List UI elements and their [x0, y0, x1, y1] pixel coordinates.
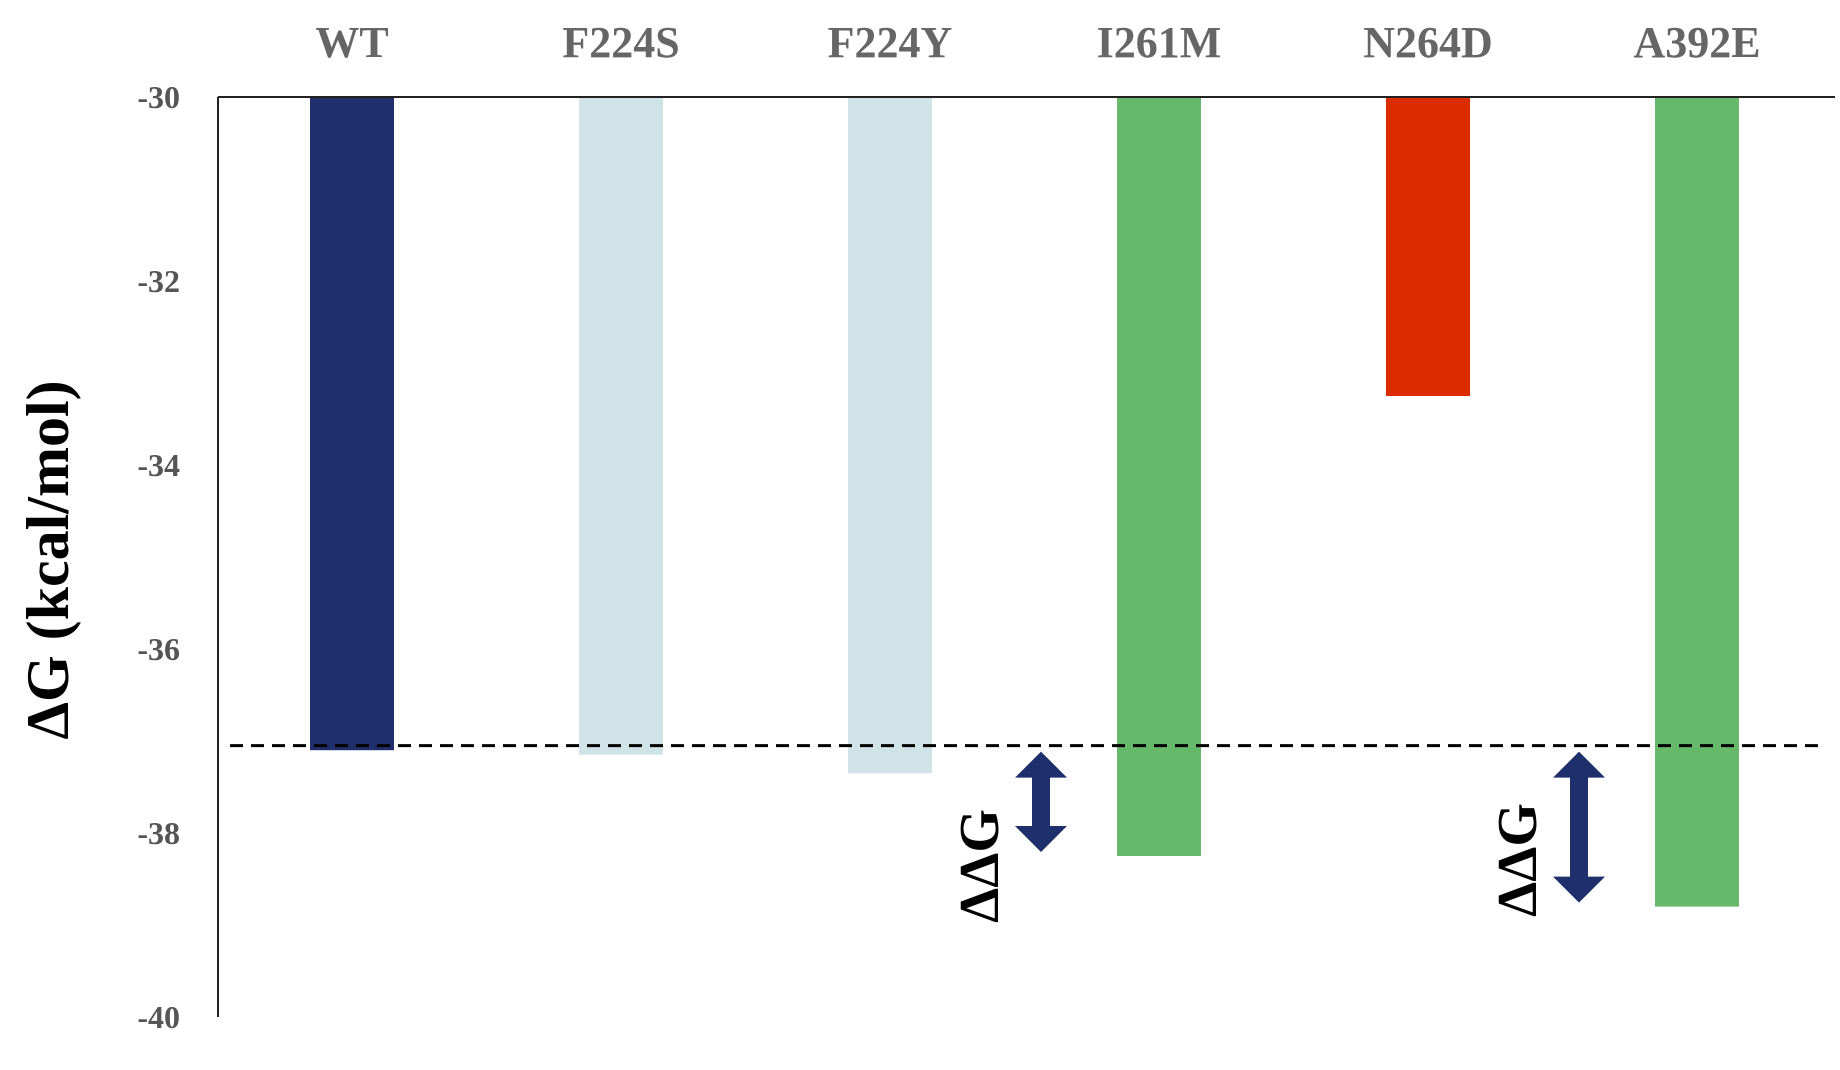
- y-tick-label: -40: [137, 999, 180, 1035]
- category-label-f224s: F224S: [562, 18, 679, 67]
- bar-i261m: [1117, 97, 1201, 856]
- y-tick-label: -36: [137, 631, 180, 667]
- category-label-n264d: N264D: [1363, 18, 1493, 67]
- bar-n264d: [1386, 97, 1470, 396]
- bar-f224y: [848, 97, 932, 774]
- bar-a392e: [1655, 97, 1739, 907]
- y-axis-title: ΔG (kcal/mol): [15, 380, 81, 739]
- y-tick-label: -38: [137, 815, 180, 851]
- category-label-i261m: I261M: [1097, 18, 1222, 67]
- ddg-arrow-icon: [1015, 751, 1067, 852]
- bar-f224s: [579, 97, 663, 755]
- category-label-a392e: A392E: [1633, 18, 1760, 67]
- category-label-f224y: F224Y: [828, 18, 953, 67]
- y-tick-label: -34: [137, 447, 180, 483]
- y-tick-label: -32: [137, 263, 180, 299]
- ddg-label: ΔΔG: [949, 809, 1011, 923]
- category-label-wt: WT: [315, 18, 388, 67]
- ddg-label: ΔΔG: [1487, 803, 1549, 917]
- bar-wt: [310, 97, 394, 751]
- ddg-arrow-icon: [1553, 751, 1605, 903]
- y-tick-label: -30: [137, 79, 180, 115]
